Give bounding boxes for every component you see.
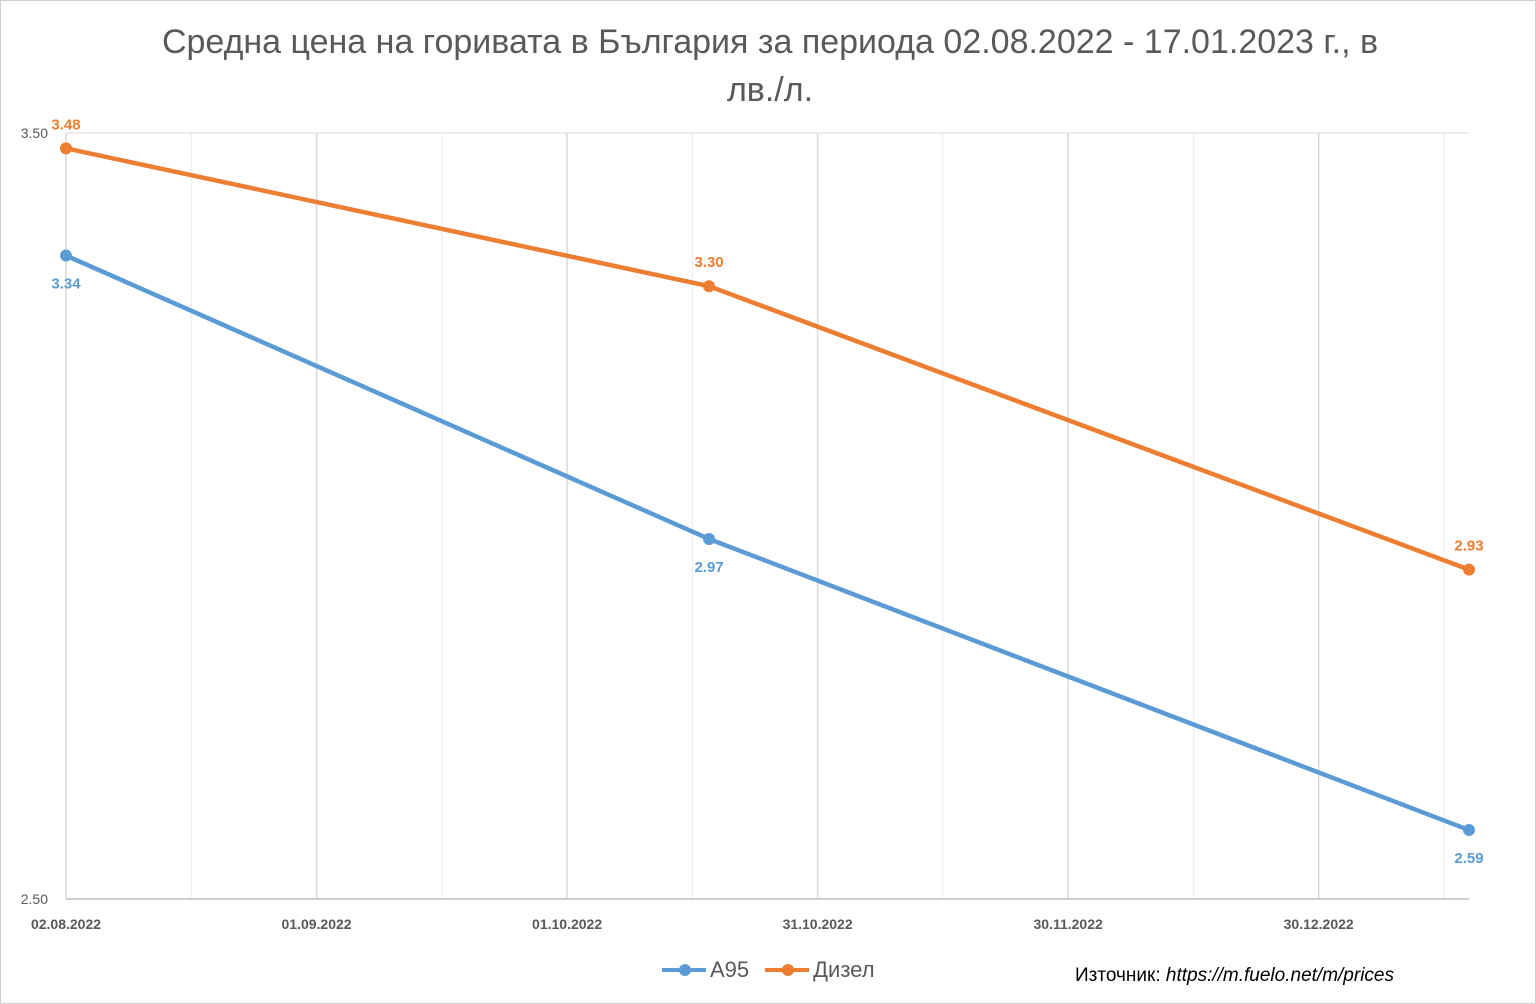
data-label: 3.30 <box>694 254 723 271</box>
legend-marker-diesel <box>765 964 810 976</box>
data-point <box>60 249 72 262</box>
chart-legend: А95 Дизел <box>662 956 891 984</box>
legend-label-diesel: Дизел <box>813 957 875 982</box>
data-label: 3.34 <box>51 276 81 293</box>
data-label: 3.48 <box>51 116 80 133</box>
x-tick-label: 01.10.2022 <box>532 916 602 932</box>
source-prefix: Източник: <box>1075 965 1161 986</box>
series-line-diesel <box>65 146 1470 572</box>
x-tick-label: 01.09.2022 <box>281 916 351 932</box>
data-point <box>1463 824 1475 837</box>
data-label: 2.97 <box>694 559 723 576</box>
x-tick-label: 30.12.2022 <box>1284 916 1354 932</box>
data-point <box>703 280 716 293</box>
y-tick-label: 2.50 <box>21 891 48 907</box>
data-point <box>1463 563 1475 576</box>
x-tick-label: 31.10.2022 <box>783 916 853 932</box>
chart-title: Средна цена на горивата в България за пе… <box>161 23 1379 109</box>
data-label: 2.59 <box>1454 850 1483 867</box>
x-tick-label: 30.11.2022 <box>1033 916 1103 932</box>
legend-marker-a95 <box>662 964 706 976</box>
data-point <box>60 142 72 155</box>
legend-label-a95: А95 <box>710 957 750 982</box>
legend-item-a95: А95 <box>662 957 749 983</box>
source-url: https://m.fuelo.net/m/prices <box>1165 965 1394 986</box>
data-point <box>703 532 716 545</box>
y-tick-label: 3.50 <box>21 125 48 141</box>
legend-item-diesel: Дизел <box>765 957 875 983</box>
data-label: 2.93 <box>1454 538 1483 555</box>
series-line-a95 <box>65 253 1470 833</box>
x-tick-label: 02.08.2022 <box>31 916 101 932</box>
source-note: Източник: https://m.fuelo.net/m/prices <box>1075 965 1394 987</box>
